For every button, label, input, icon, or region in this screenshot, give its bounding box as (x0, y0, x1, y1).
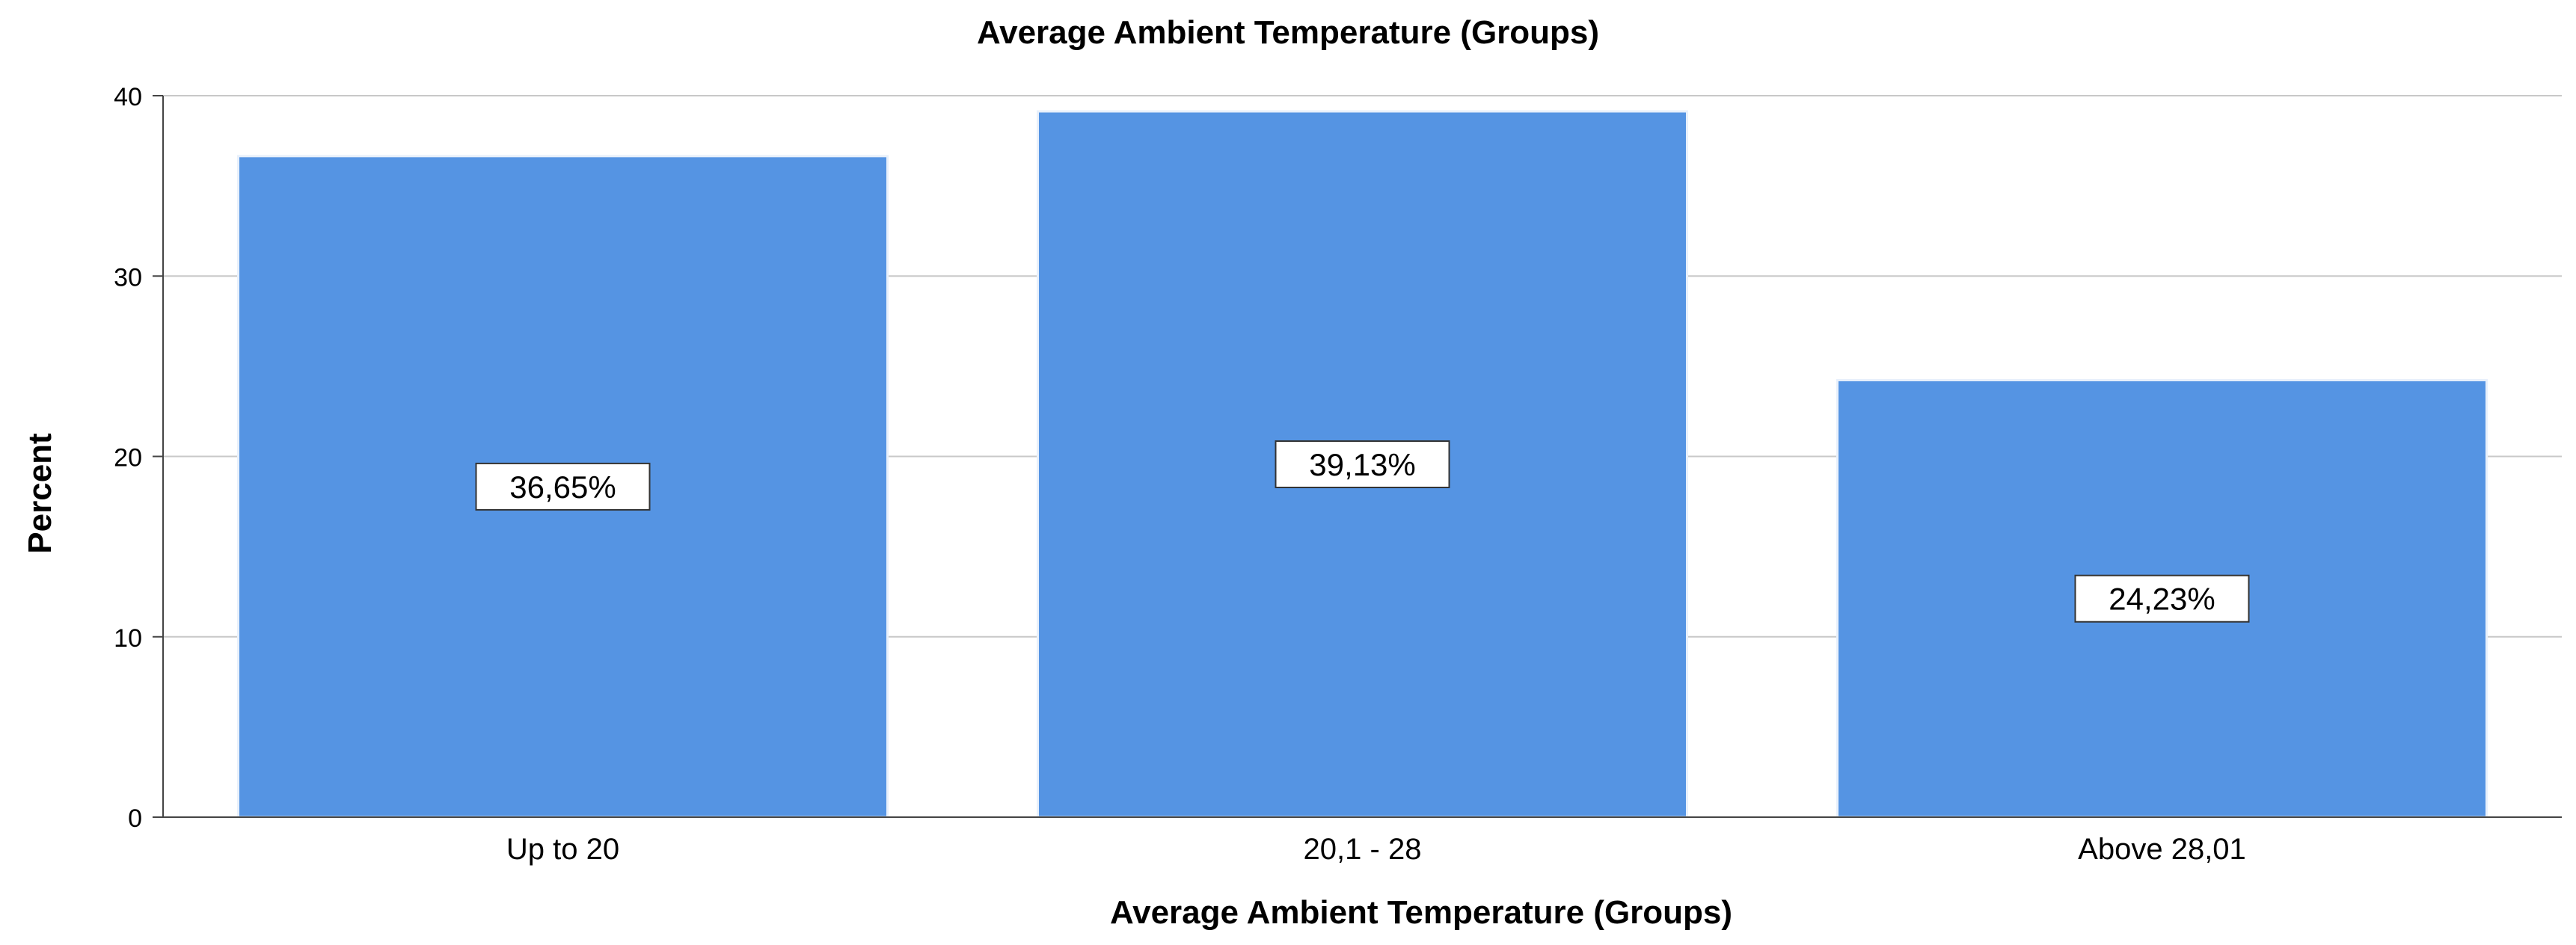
data-label: 24,23% (2109, 582, 2215, 617)
x-tick-labels: Up to 20 20,1 - 28 Above 28,01 (506, 833, 2246, 866)
y-tick-label: 30 (114, 263, 142, 292)
y-tick-labels: 0 10 20 30 40 (114, 83, 142, 833)
chart-title: Average Ambient Temperature (Groups) (977, 14, 1599, 51)
data-labels: 36,65% 39,13% 24,23% (475, 440, 2250, 623)
x-tick-label: Up to 20 (506, 833, 619, 866)
x-tick-label: Above 28,01 (2078, 833, 2246, 866)
y-tick-label: 20 (114, 444, 142, 472)
data-label: 39,13% (1309, 447, 1415, 482)
x-axis-label: Average Ambient Temperature (Groups) (1110, 894, 1732, 931)
y-tick-label: 40 (114, 83, 142, 111)
y-axis-label: Percent (22, 433, 58, 554)
data-label: 36,65% (509, 470, 616, 505)
axes (153, 95, 2562, 818)
x-tick-label: 20,1 - 28 (1304, 833, 1422, 866)
y-tick-label: 10 (114, 624, 142, 653)
data-label-box (475, 462, 651, 511)
y-tick-label: 0 (128, 804, 142, 833)
data-label-box (1275, 440, 1450, 488)
data-label-box (2074, 574, 2250, 623)
